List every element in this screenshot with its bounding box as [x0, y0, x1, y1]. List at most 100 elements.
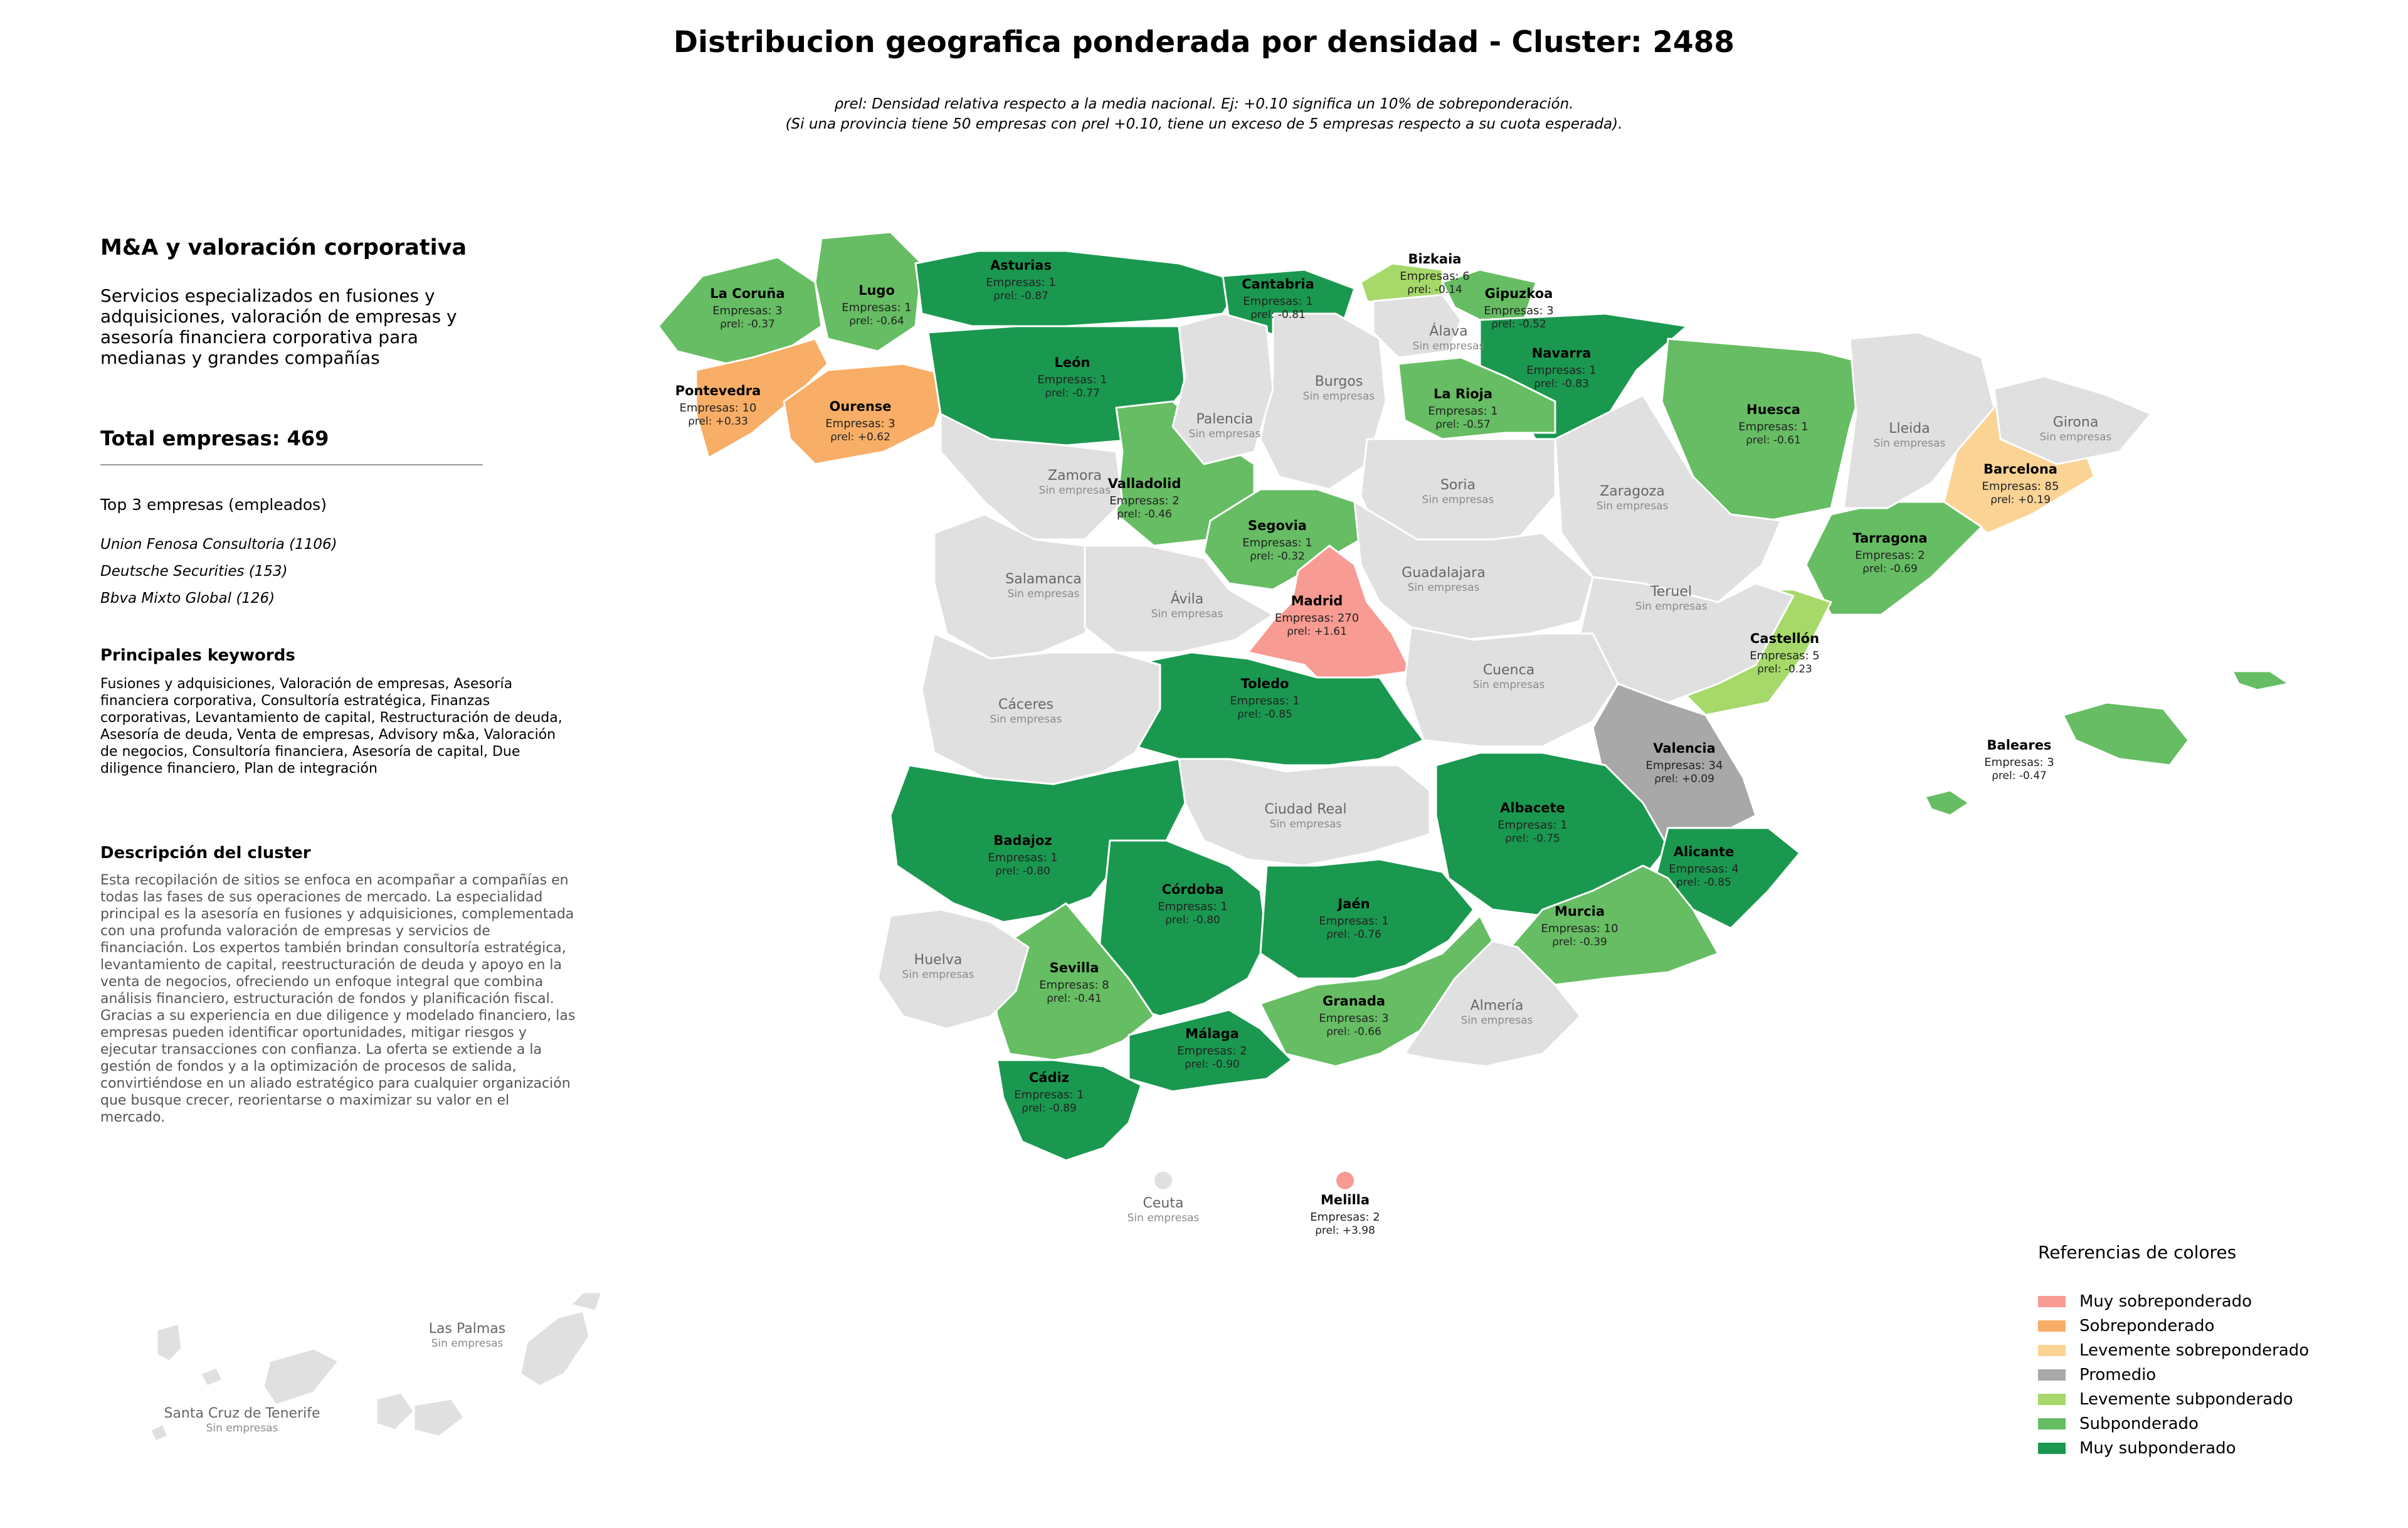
province-la-rioja — [1397, 356, 1556, 440]
label-sin-empresas: Sin empresas — [990, 713, 1062, 726]
label-burgos: Burgos — [1315, 374, 1363, 390]
label-rho-segovia: ρrel: -0.32 — [1250, 550, 1305, 563]
label-soria: Soria — [1440, 477, 1476, 493]
province-baleares-island — [1924, 789, 1970, 817]
keywords-text: Fusiones y adquisiciones, Valoración de … — [100, 676, 562, 777]
label-sin-empresas: Sin empresas — [1635, 600, 1708, 613]
province-las-palmas — [519, 1310, 591, 1387]
province-asturias — [914, 250, 1243, 327]
legend-swatch — [2038, 1344, 2066, 1356]
province-santa-cruz-de-tenerife — [262, 1347, 340, 1406]
province-caceres — [921, 632, 1161, 785]
label-guadalajara: Guadalajara — [1402, 565, 1486, 581]
legend-item: Subponderado — [2038, 1411, 2389, 1436]
label-almeria: Almería — [1471, 998, 1524, 1014]
label-cordoba: Córdoba — [1162, 882, 1224, 897]
province-las-palmas-island — [413, 1398, 465, 1438]
label-madrid: Madrid — [1291, 593, 1343, 608]
province-santa-cruz-de-tenerife-island — [199, 1366, 224, 1387]
label-empresas-tarragona: Empresas: 2 — [1855, 549, 1925, 562]
label-rho-la-rioja: ρrel: -0.57 — [1435, 418, 1491, 431]
label-empresas-segovia: Empresas: 1 — [1242, 536, 1312, 549]
label-empresas-toledo: Empresas: 1 — [1230, 694, 1299, 708]
label-empresas-huesca: Empresas: 1 — [1738, 420, 1808, 433]
province-santa-cruz-de-tenerife-island — [375, 1391, 415, 1431]
province-salamanca — [933, 513, 1105, 660]
legend-label: Subponderado — [2079, 1414, 2199, 1433]
label-empresas-cordoba: Empresas: 1 — [1158, 900, 1227, 913]
province-santa-cruz-de-tenerife-island — [149, 1423, 169, 1443]
label-las-palmas: Las Palmas — [429, 1321, 505, 1337]
label-malaga: Málaga — [1185, 1026, 1239, 1041]
label-rho-tarragona: ρrel: -0.69 — [1862, 563, 1918, 575]
label-rho-asturias: ρrel: -0.87 — [993, 290, 1048, 302]
label-empresas-malaga: Empresas: 2 — [1177, 1044, 1247, 1058]
label-segovia: Segovia — [1248, 518, 1307, 533]
province-la-coruna — [657, 256, 823, 365]
label-rho-lugo: ρrel: -0.64 — [849, 315, 904, 327]
label-empresas-la-coruna: Empresas: 3 — [712, 304, 782, 317]
label-rho-toledo: ρrel: -0.85 — [1237, 708, 1292, 721]
province-sevilla — [990, 902, 1155, 1061]
label-rho-albacete: ρrel: -0.75 — [1505, 832, 1560, 845]
legend-swatch — [2038, 1295, 2066, 1307]
label-empresas-la-rioja: Empresas: 1 — [1428, 405, 1497, 418]
label-gipuzkoa: Gipuzkoa — [1485, 286, 1553, 301]
label-albacete: Albacete — [1500, 800, 1565, 815]
label-murcia: Murcia — [1555, 904, 1605, 919]
label-sin-empresas: Sin empresas — [1874, 437, 1946, 450]
label-valladolid: Valladolid — [1108, 476, 1181, 491]
label-sin-empresas: Sin empresas — [1189, 428, 1261, 440]
label-rho-navarra: ρrel: -0.83 — [1534, 378, 1589, 390]
label-ourense: Ourense — [829, 399, 891, 414]
label-huelva: Huelva — [914, 952, 963, 968]
label-badajoz: Badajoz — [993, 833, 1052, 848]
top3-heading: Top 3 empresas (empleados) — [100, 496, 327, 514]
legend-swatch — [2038, 1369, 2066, 1381]
label-cantabria: Cantabria — [1242, 277, 1314, 292]
label-salamanca: Salamanca — [1005, 571, 1081, 587]
subtitle-line-2: (Si una provincia tiene 50 empresas con … — [785, 116, 1623, 132]
top3-item: Union Fenosa Consultoria (1106) — [100, 536, 337, 553]
label-caceres: Cáceres — [998, 697, 1054, 713]
province-zamora — [939, 413, 1124, 541]
map-subtitle: ρrel: Densidad relativa respecto a la me… — [0, 94, 2408, 134]
label-navarra: Navarra — [1532, 346, 1592, 361]
label-la-rioja: La Rioja — [1434, 386, 1492, 401]
legend-item: Levemente subponderado — [2038, 1387, 2389, 1411]
label-rho-melilla: ρrel: +3.98 — [1315, 1224, 1375, 1237]
cluster-summary: Servicios especializados en fusiones y a… — [100, 285, 457, 368]
label-bizkaia: Bizkaia — [1408, 252, 1462, 267]
province-las-palmas-island — [569, 1291, 603, 1312]
legend-label: Muy sobreponderado — [2079, 1292, 2252, 1311]
province-ceuta — [1154, 1172, 1172, 1189]
label-rho-pontevedra: ρrel: +0.33 — [688, 415, 748, 428]
label-rho-malaga: ρrel: -0.90 — [1185, 1058, 1240, 1071]
label-empresas-barcelona: Empresas: 85 — [1982, 480, 2059, 493]
keywords-heading: Principales keywords — [100, 646, 295, 665]
province-baleares — [2062, 701, 2190, 767]
label-empresas-madrid: Empresas: 270 — [1275, 612, 1359, 625]
label-empresas-sevilla: Empresas: 8 — [1039, 979, 1109, 992]
label-rho-gipuzkoa: ρrel: -0.52 — [1491, 318, 1546, 331]
legend-item: Promedio — [2038, 1362, 2389, 1387]
label-santa-cruz-de-tenerife: Santa Cruz de Tenerife — [164, 1406, 320, 1421]
label-granada: Granada — [1323, 994, 1385, 1009]
top3-list: Union Fenosa Consultoria (1106) Deutsche… — [100, 531, 337, 612]
legend-label: Sobreponderado — [2079, 1316, 2215, 1335]
label-empresas-cadiz: Empresas: 1 — [1014, 1088, 1084, 1101]
label-sin-empresas: Sin empresas — [206, 1422, 278, 1435]
label-avila: Ávila — [1171, 591, 1204, 607]
description-heading: Descripción del cluster — [100, 844, 311, 862]
province-almeria — [1403, 940, 1582, 1068]
province-tarragona — [1805, 501, 1983, 616]
legend-label: Muy subponderado — [2079, 1438, 2236, 1458]
label-alicante: Alicante — [1674, 844, 1735, 859]
legend-title: Referencias de colores — [2038, 1242, 2237, 1263]
label-empresas-ourense: Empresas: 3 — [825, 417, 895, 430]
label-sin-empresas: Sin empresas — [1422, 494, 1494, 506]
label-pontevedra: Pontevedra — [675, 383, 761, 398]
label-empresas-bizkaia: Empresas: 6 — [1400, 270, 1469, 283]
province-cuenca — [1403, 626, 1619, 748]
